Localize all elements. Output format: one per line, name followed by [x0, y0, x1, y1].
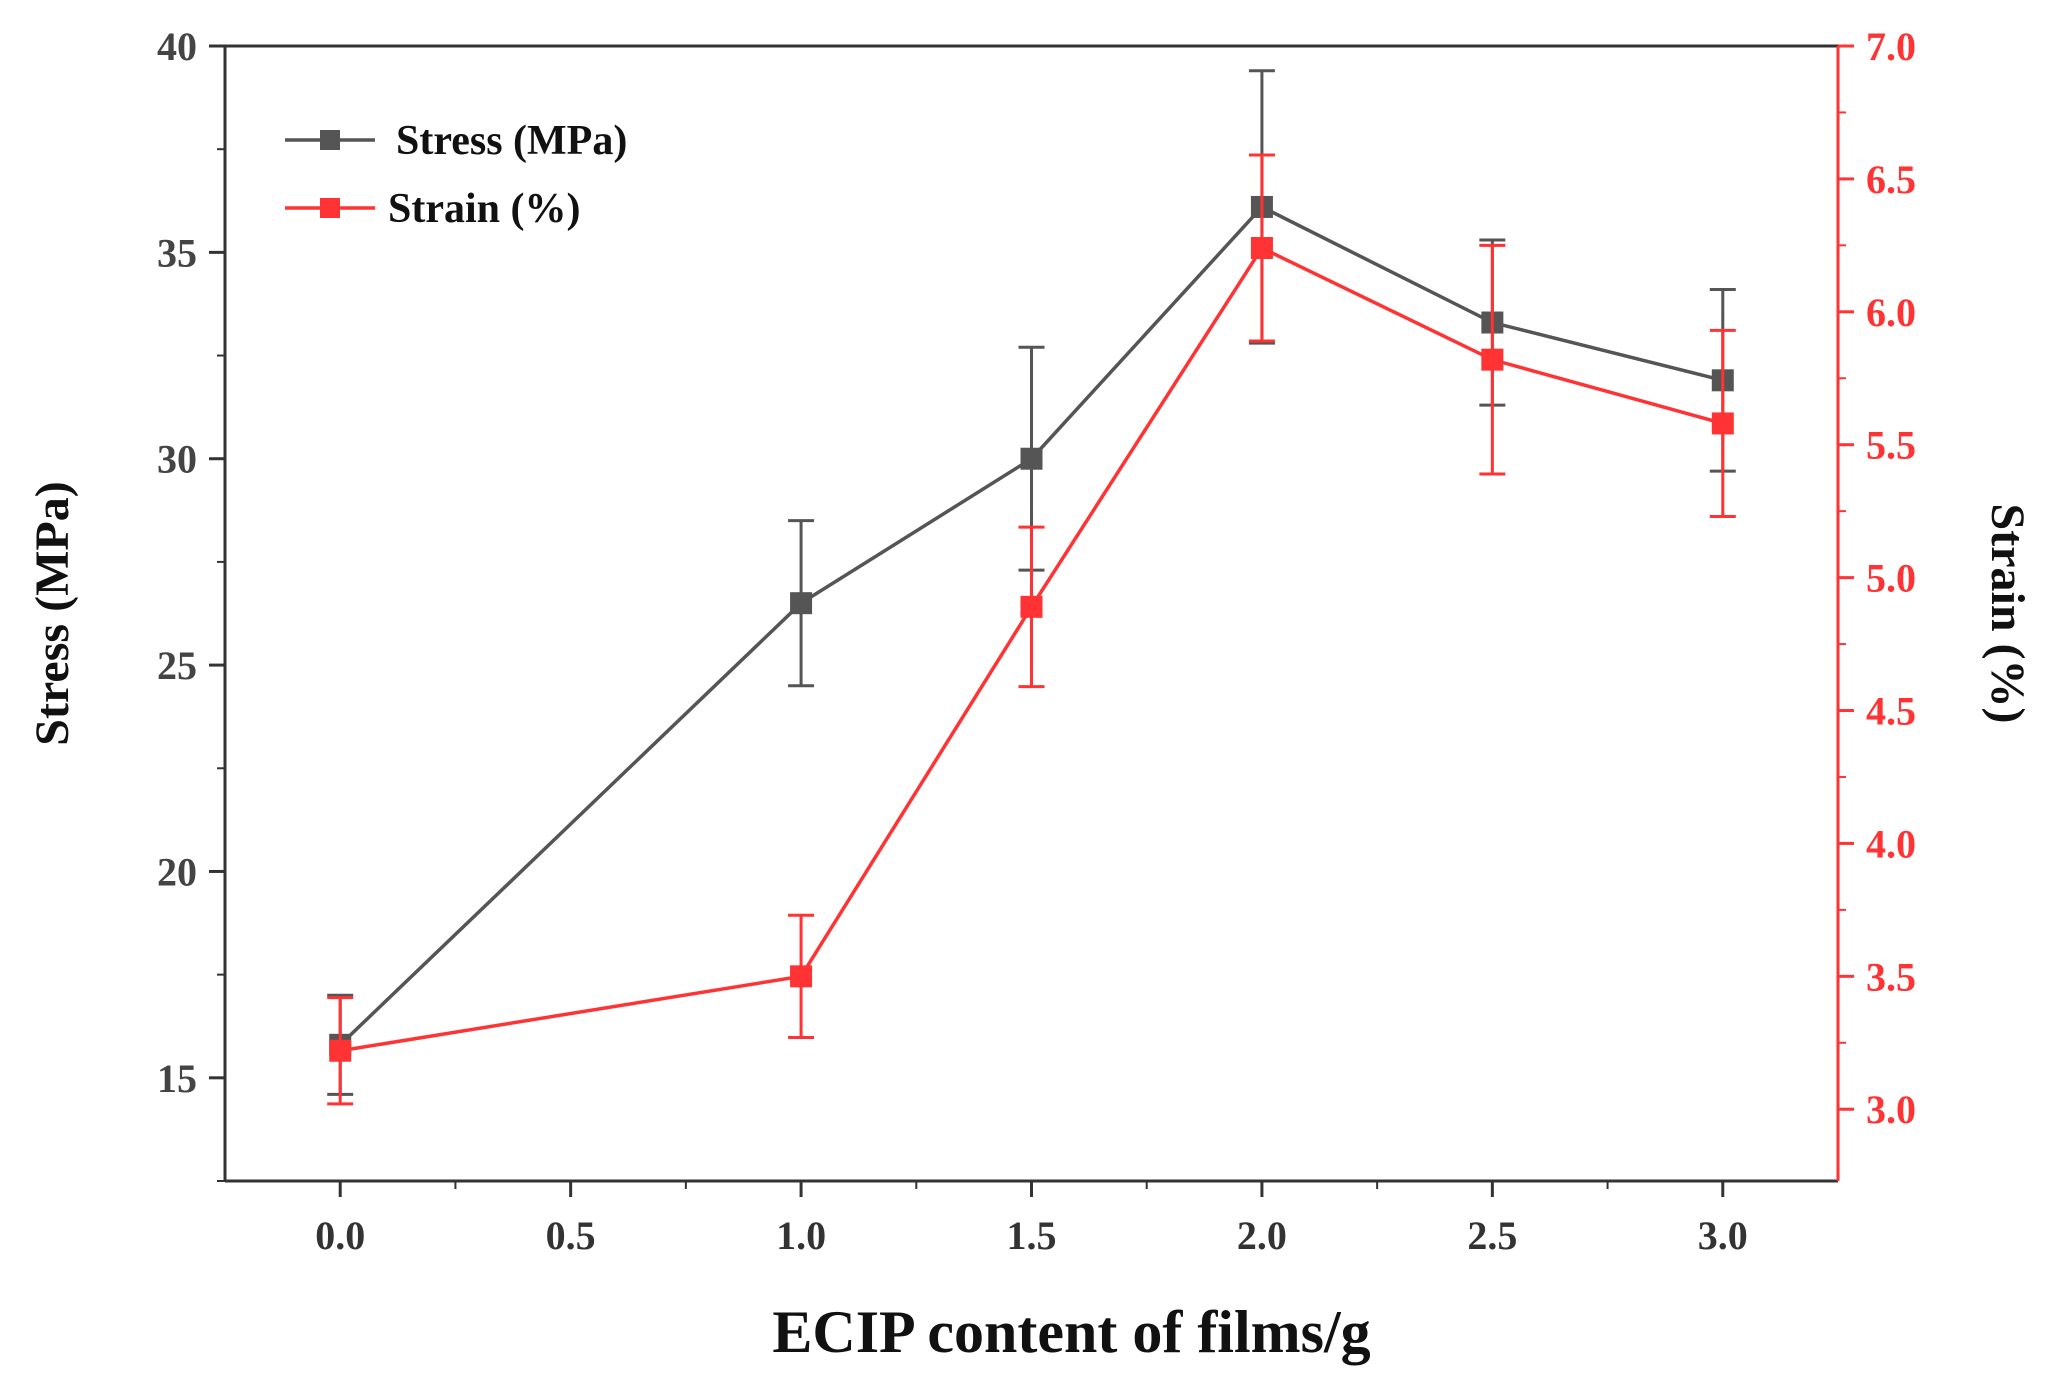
series-strain [327, 153, 1736, 1106]
right-y-tick-label: 4.0 [1866, 821, 1916, 866]
legend-marker [320, 198, 340, 218]
left-y-tick-label: 15 [157, 1056, 197, 1101]
x-tick-label: 2.5 [1467, 1213, 1517, 1258]
right-y-tick-label: 3.0 [1866, 1087, 1916, 1132]
left-y-tick-label: 40 [157, 24, 197, 69]
right-y-tick-label: 6.0 [1866, 290, 1916, 335]
legend-item: Strain (%) [285, 186, 581, 232]
x-tick-label: 0.5 [546, 1213, 596, 1258]
data-point [790, 965, 813, 988]
right-y-tick-label: 6.5 [1866, 157, 1916, 202]
right-y-tick-label: 7.0 [1866, 24, 1916, 69]
left-axis-title: Stress (MPa) [26, 481, 79, 745]
left-y-tick-label: 25 [157, 643, 197, 688]
data-point [329, 1039, 352, 1062]
right-y-tick-label: 5.5 [1866, 423, 1916, 468]
left-y-tick-label: 20 [157, 849, 197, 894]
legend-marker [320, 130, 340, 150]
data-point [1020, 447, 1043, 470]
x-tick-label: 0.0 [315, 1213, 365, 1258]
data-point [1020, 595, 1043, 618]
x-axis-title: ECIP content of films/g [772, 1299, 1370, 1365]
legend-label: Strain (%) [388, 186, 581, 232]
x-tick-label: 2.0 [1237, 1213, 1287, 1258]
left-y-tick-label: 30 [157, 437, 197, 482]
x-tick-label: 1.5 [1007, 1213, 1057, 1258]
left-y-tick-label: 35 [157, 230, 197, 275]
right-y-tick-label: 3.5 [1866, 954, 1916, 999]
data-point [1481, 348, 1504, 371]
x-tick-label: 1.0 [776, 1213, 826, 1258]
series-line [339, 204, 1724, 1047]
right-y-tick-label: 4.5 [1866, 689, 1916, 734]
legend-item: Stress (MPa) [285, 118, 627, 164]
x-tick-label: 3.0 [1698, 1213, 1748, 1258]
right-y-tick-label: 5.0 [1866, 556, 1916, 601]
right-axis-title: Strain (%) [1981, 504, 2034, 724]
series-line [339, 245, 1724, 1053]
data-point [1711, 412, 1734, 435]
data-point [790, 592, 813, 615]
legend-label: Stress (MPa) [396, 118, 627, 164]
data-point [1250, 237, 1273, 260]
